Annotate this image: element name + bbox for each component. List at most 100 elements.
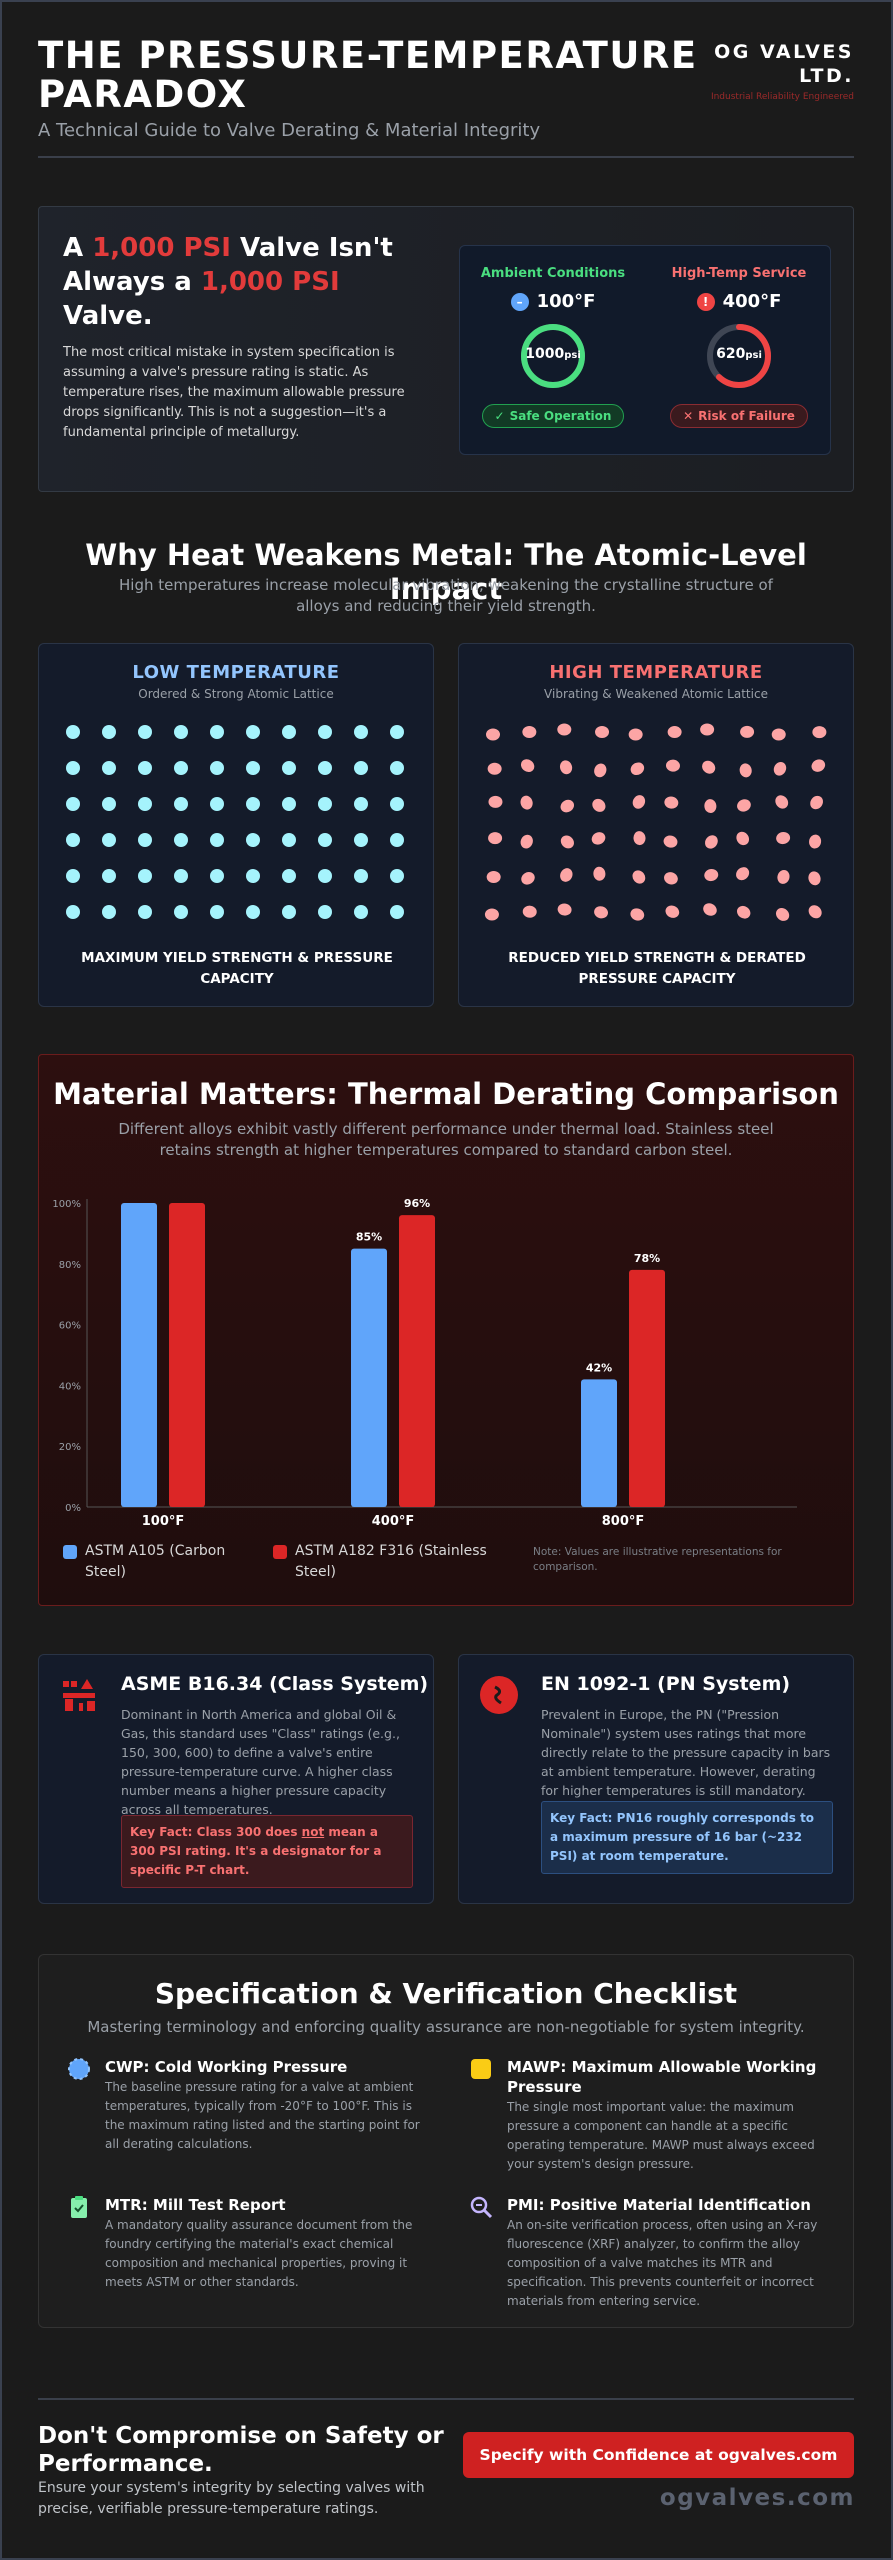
x-tick-label: 800°F — [602, 1514, 645, 1529]
atom — [138, 905, 152, 919]
clipboard-check-icon — [71, 2196, 87, 2218]
atom — [777, 869, 790, 884]
y-tick-label: 80% — [59, 1260, 81, 1271]
en-card: EN 1092-1 (PN System) Prevalent in Europ… — [458, 1654, 854, 1904]
ambient-title: Ambient Conditions — [480, 266, 626, 281]
low-temp-caption: MAXIMUM YIELD STRENGTH & PRESSURE CAPACI… — [81, 950, 393, 987]
risk-failure-badge: ✕ Risk of Failure — [670, 404, 808, 428]
brand-tagline: Industrial Reliability Engineered — [710, 92, 854, 102]
atom — [737, 799, 751, 812]
atom — [138, 797, 152, 811]
asme-card: ASME B16.34 (Class System) Dominant in N… — [38, 1654, 434, 1904]
hero-card: A 1,000 PSI Valve Isn't Always a 1,000 P… — [38, 206, 854, 492]
atom — [560, 835, 574, 849]
atom — [809, 834, 822, 849]
y-tick-label: 40% — [59, 1381, 81, 1392]
low-temp-title: LOW TEMPERATURE — [132, 662, 340, 683]
ambient-gauge-unit: psi — [564, 350, 581, 361]
atom — [630, 762, 645, 776]
bar — [121, 1203, 157, 1507]
atom — [282, 833, 296, 847]
legend-swatch-carbon — [63, 1545, 77, 1559]
atom — [174, 833, 188, 847]
atom — [318, 761, 332, 775]
atom — [354, 833, 368, 847]
ambient-gauge-value: 1000 — [525, 346, 565, 362]
atom — [737, 905, 751, 919]
atom — [66, 833, 80, 847]
atom — [138, 833, 152, 847]
asme-body: Dominant in North America and global Oil… — [121, 1707, 400, 1817]
atom — [210, 869, 224, 883]
ordered-lattice — [66, 725, 404, 919]
atom — [102, 833, 116, 847]
atom — [739, 763, 752, 778]
atom — [487, 762, 502, 775]
high-temp-card: HIGH TEMPERATURE Vibrating & Weakened At… — [458, 643, 854, 1007]
atom — [318, 725, 332, 739]
atom — [246, 725, 260, 739]
atom — [811, 759, 826, 772]
atom — [282, 905, 296, 919]
y-tick-label: 20% — [59, 1442, 81, 1453]
atom — [210, 761, 224, 775]
atom — [390, 725, 404, 739]
atom — [390, 905, 404, 919]
atom — [102, 761, 116, 775]
hightemp-gauge-value: 620 — [716, 346, 746, 362]
cta-button[interactable]: Specify with Confidence at ogvalves.com — [463, 2432, 854, 2478]
atom — [776, 831, 791, 845]
atom — [812, 726, 827, 739]
atom — [702, 760, 716, 774]
footer-divider — [38, 2398, 854, 2400]
hightemp-gauge-unit: psi — [745, 350, 762, 361]
atom — [102, 725, 116, 739]
page-title: THE PRESSURE-TEMPERATURE PARADOX — [38, 34, 698, 116]
gauge-icon — [471, 2059, 491, 2079]
atom — [138, 761, 152, 775]
bar — [351, 1248, 387, 1507]
page-header: THE PRESSURE-TEMPERATURE PARADOX A Techn… — [38, 36, 854, 158]
atom — [138, 869, 152, 883]
checklist-item-mawp: MAWP: Maximum Allowable Working Pressure… — [471, 2057, 827, 2174]
atom — [632, 870, 646, 884]
atom — [775, 908, 790, 921]
atomic-title: Why Heat Weakens Metal: The Atomic-Level… — [85, 538, 807, 606]
atom — [354, 905, 368, 919]
atom — [354, 797, 368, 811]
high-temp-title: HIGH TEMPERATURE — [549, 662, 763, 683]
asme-key-fact: Key Fact: Class 300 does not mean a 300 … — [121, 1815, 413, 1888]
brand-name: OG VALVES LTD. — [714, 41, 854, 87]
hightemp-column: High-Temp Service ! 400°F 620psi ✕ Risk o… — [646, 246, 832, 456]
ambient-gauge: 1000psi — [519, 322, 587, 390]
atom — [630, 908, 645, 921]
en-title: EN 1092-1 (PN System) — [541, 1673, 791, 1695]
atom — [520, 759, 535, 772]
bar — [399, 1215, 435, 1507]
atom — [318, 869, 332, 883]
y-tick-label: 0% — [65, 1503, 81, 1514]
checklist-desc: Mastering terminology and enforcing qual… — [87, 2018, 805, 2036]
bar-data-label: 96% — [404, 1197, 430, 1210]
legend-carbon: ASTM A105 (Carbon Steel) — [63, 1541, 253, 1583]
chart-note: Note: Values are illustrative representa… — [533, 1546, 782, 1573]
atom — [633, 831, 646, 846]
atom — [246, 833, 260, 847]
atom — [390, 761, 404, 775]
hightemp-temp: ! 400°F — [646, 291, 832, 312]
atom — [354, 869, 368, 883]
atom — [560, 799, 575, 813]
hightemp-gauge: 620psi — [705, 322, 773, 390]
atom — [557, 723, 572, 736]
ambient-temp: – 100°F — [460, 291, 646, 312]
footer-body: Ensure your system's integrity by select… — [38, 2480, 425, 2517]
atom — [628, 728, 643, 741]
vibrating-lattice — [484, 723, 827, 921]
en-body: Prevalent in Europe, the PN ("Pression N… — [541, 1707, 831, 1798]
bar — [581, 1379, 617, 1507]
atom — [810, 795, 823, 810]
checklist-item-pmi: PMI: Positive Material Identification An… — [470, 2195, 827, 2311]
atom — [557, 903, 572, 916]
site-url[interactable]: ogvalves.com — [659, 2485, 855, 2511]
